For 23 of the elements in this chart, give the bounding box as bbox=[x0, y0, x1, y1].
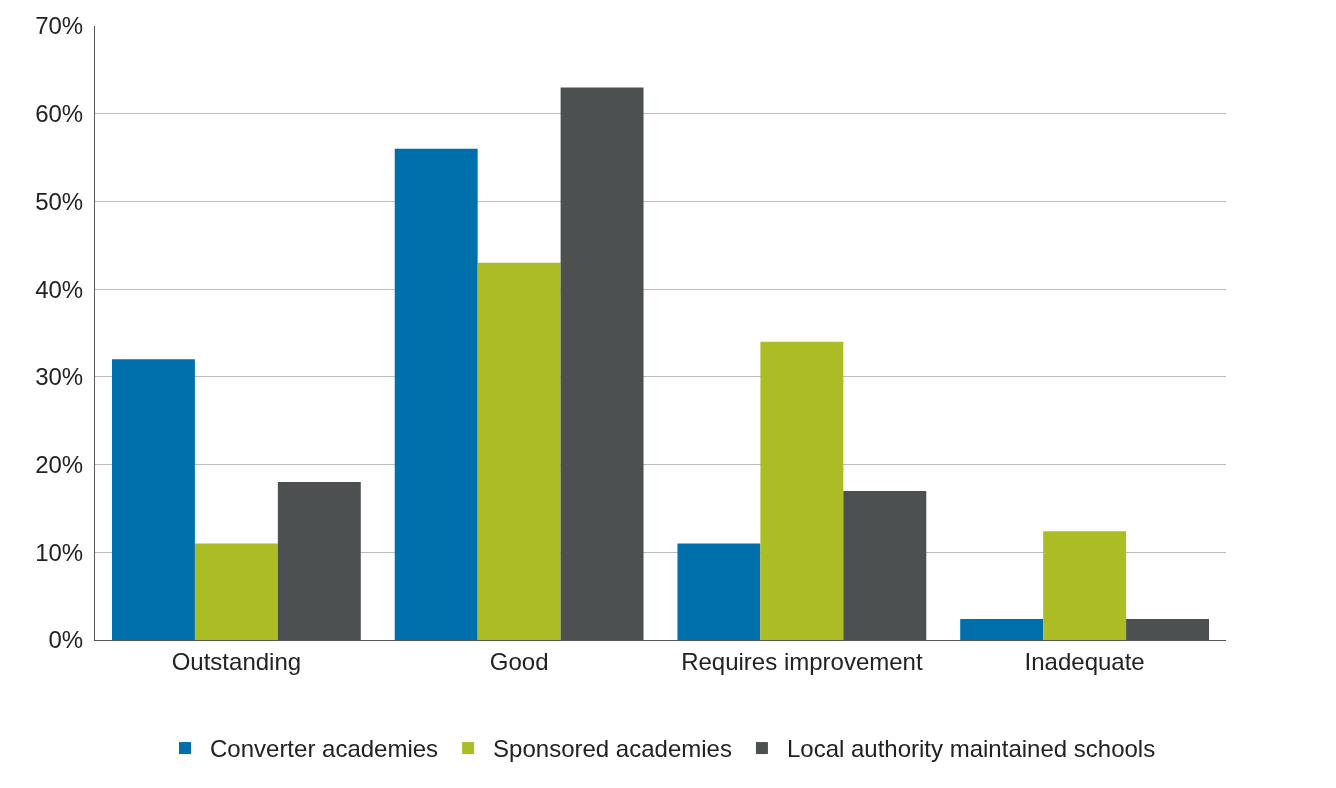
x-tick-label: Requires improvement bbox=[681, 647, 923, 675]
bar bbox=[394, 148, 478, 640]
bar bbox=[960, 618, 1044, 640]
bar bbox=[1043, 531, 1127, 640]
y-tick-label: 20% bbox=[35, 450, 84, 478]
bar bbox=[111, 359, 195, 640]
bar bbox=[194, 543, 278, 640]
bar bbox=[477, 262, 561, 640]
y-tick-label: 60% bbox=[35, 100, 84, 128]
y-tick-label: 50% bbox=[35, 187, 84, 215]
bar bbox=[677, 543, 761, 640]
y-tick-label: 10% bbox=[35, 538, 84, 566]
x-tick-label: Outstanding bbox=[171, 647, 302, 675]
bar bbox=[760, 341, 844, 640]
legend-label: Local authority maintained schools bbox=[786, 735, 1156, 763]
legend-label: Sponsored academies bbox=[493, 735, 732, 763]
y-tick-label: 40% bbox=[35, 275, 84, 303]
y-tick-label: 70% bbox=[35, 12, 84, 40]
x-tick-label: Inadequate bbox=[1024, 647, 1145, 675]
x-tick-label: Good bbox=[489, 647, 549, 675]
legend-label: Converter academies bbox=[210, 735, 439, 763]
y-tick-label: 0% bbox=[48, 626, 84, 654]
y-tick-label: 30% bbox=[35, 363, 84, 391]
